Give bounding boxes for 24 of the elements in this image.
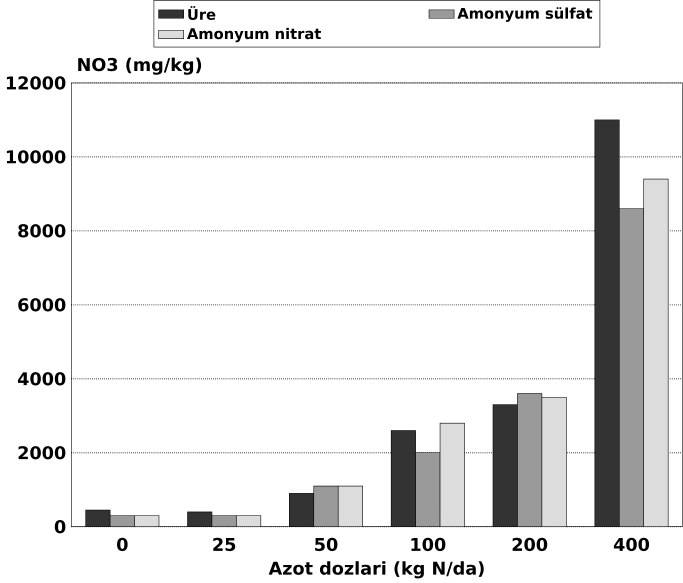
y-axis-title: NO3 (mg/kg) [78, 57, 202, 75]
bar [289, 492, 314, 527]
bar [492, 404, 518, 527]
y-tick-label: 10000 [6, 150, 66, 164]
bar [85, 510, 110, 527]
x-tick-label: 400 [614, 538, 650, 551]
x-tick-label: 0 [117, 538, 128, 551]
x-tick-label: 25 [213, 538, 236, 551]
legend-label: Amonyum nitrat [186, 28, 321, 42]
y-tick-label: 2000 [18, 446, 66, 460]
y-tick-label: 0 [54, 520, 66, 534]
bar [390, 430, 416, 527]
y-tick-label: 12000 [6, 76, 66, 90]
bar [187, 511, 212, 527]
legend-label: Amonyum sülfat [457, 7, 592, 22]
y-tick-label: 6000 [18, 298, 66, 312]
x-tick-label: 200 [512, 538, 548, 551]
x-tick-label: 100 [411, 538, 446, 551]
legend-label: Üre [188, 6, 216, 20]
x-tick-label: 50 [315, 538, 338, 551]
y-tick-label: 8000 [18, 224, 66, 238]
y-tick-label: 4000 [18, 372, 66, 386]
x-axis-title: Azot dozlari (kg N/da) [268, 561, 484, 578]
bar [594, 119, 620, 527]
